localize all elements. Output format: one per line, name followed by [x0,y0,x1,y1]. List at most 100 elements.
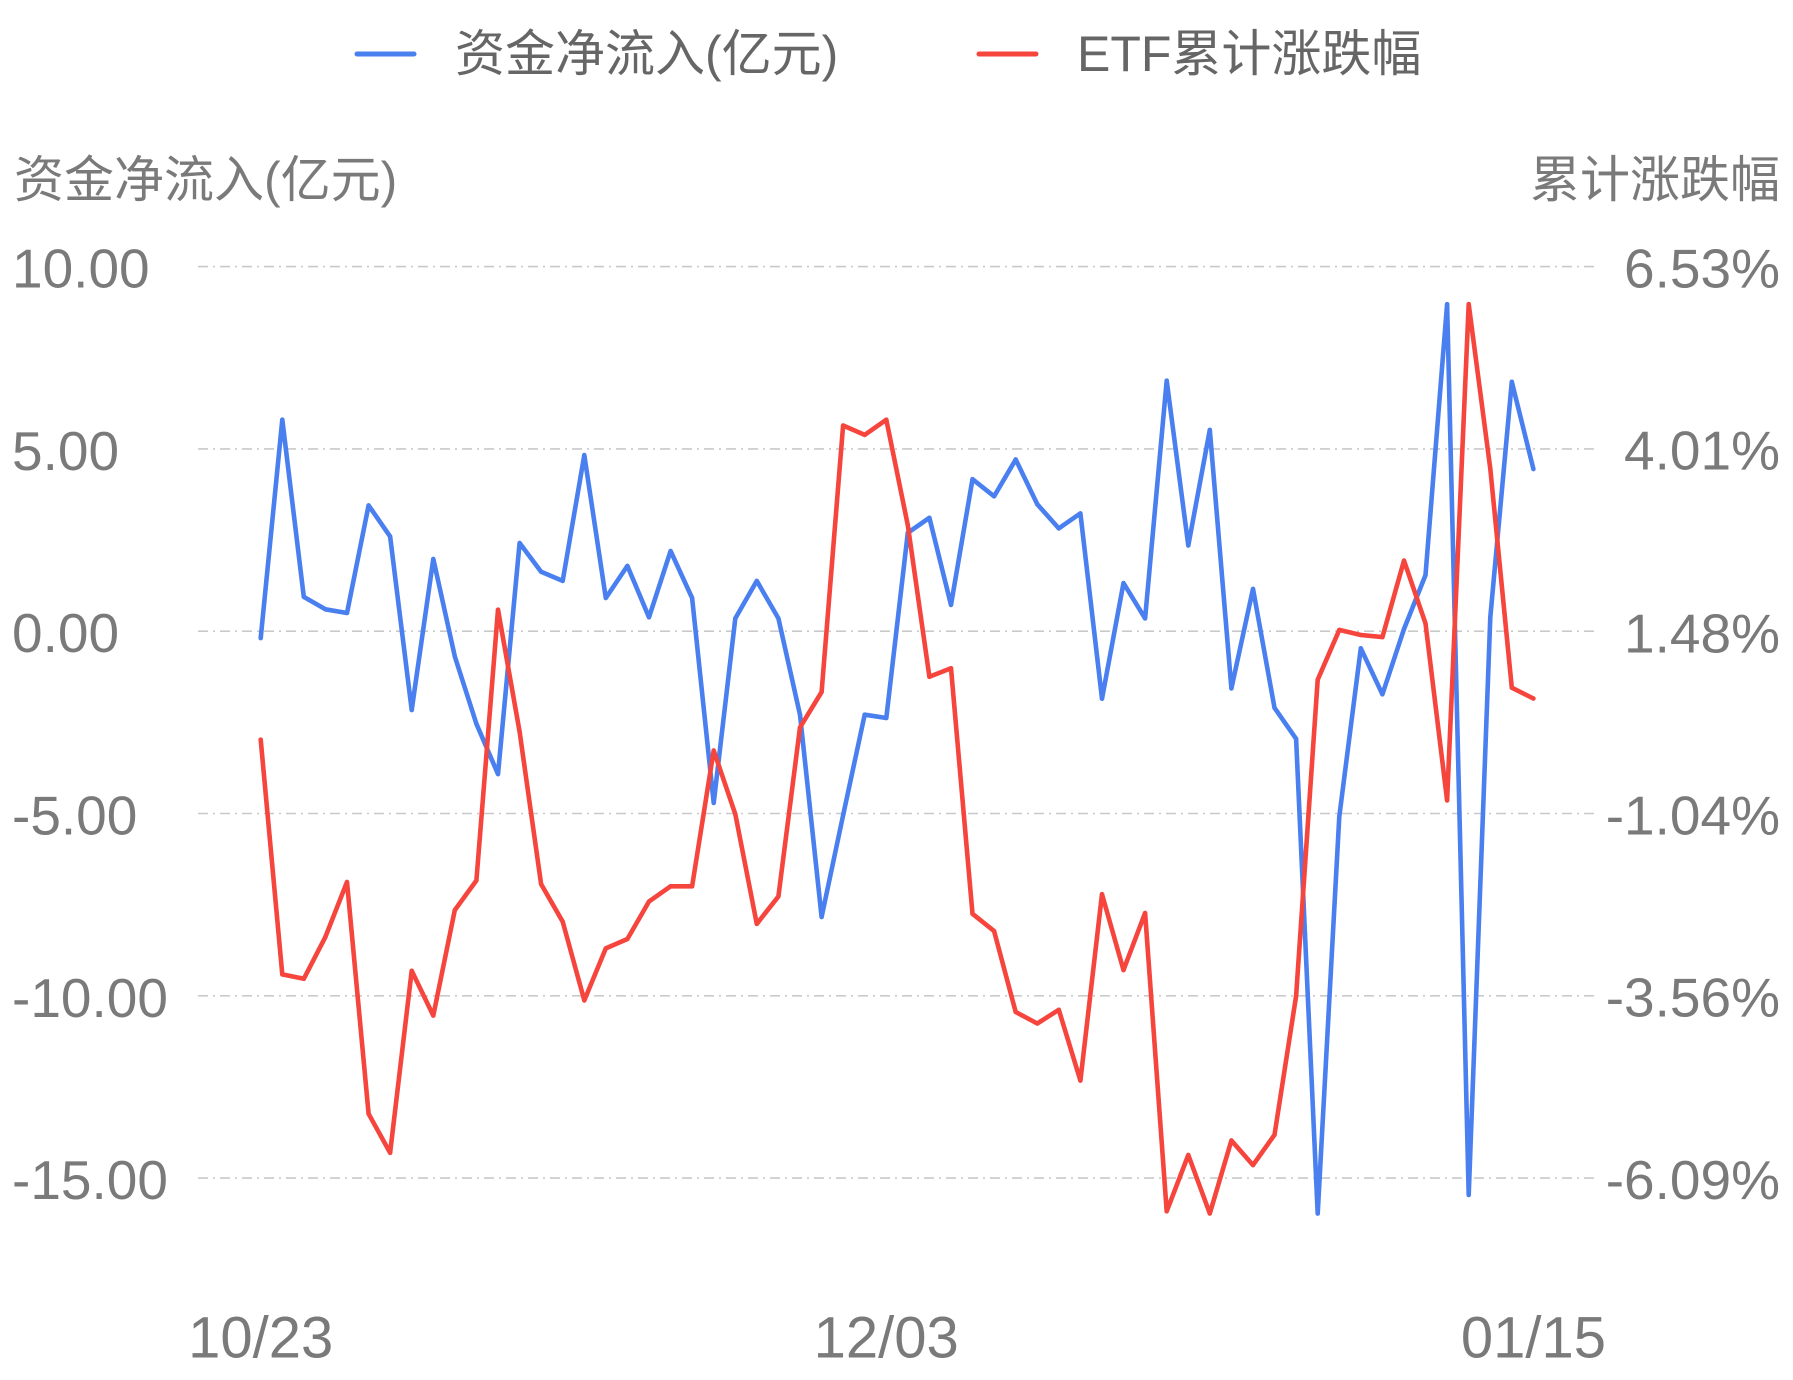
y-right-tick-label: 4.01% [1624,420,1780,482]
data-point-net-inflow [1358,646,1364,651]
y-right-tick-label: -1.04% [1606,784,1780,846]
data-point-etf-change [517,729,522,734]
data-point-etf-change [1164,1209,1169,1214]
data-point-net-inflow [927,515,932,520]
data-point-net-inflow [1293,736,1299,741]
data-point-etf-change [1099,892,1105,897]
data-point-net-inflow [754,578,759,584]
data-point-net-inflow [1186,543,1191,548]
data-point-etf-change [668,884,673,889]
data-point-net-inflow [668,548,673,554]
data-point-net-inflow [1164,378,1169,383]
data-point-etf-change [840,423,846,428]
series-net-inflow [258,301,1536,1216]
data-point-net-inflow [495,771,501,777]
data-point-net-inflow [1078,511,1083,516]
data-point-etf-change [819,689,824,695]
data-point-net-inflow [840,813,846,818]
data-point-etf-change [1229,1138,1234,1143]
y-axis-left-ticks: 10.00 5.00 0.00 -5.00 -10.00 -15.00 [12,238,168,1211]
data-point-etf-change [1337,627,1342,633]
data-point-net-inflow [970,477,975,482]
data-point-net-inflow [1380,692,1385,697]
data-point-net-inflow [517,540,522,546]
data-point-net-inflow [1272,705,1277,710]
data-point-net-inflow [991,494,997,499]
legend-item-net-inflow: 资金净流入(亿元) [354,26,838,82]
data-point-net-inflow [1207,427,1213,433]
series-etf-change [258,301,1536,1216]
data-point-net-inflow [819,914,824,920]
y-left-tick-label: -5.00 [12,785,137,847]
data-point-etf-change [1488,466,1493,471]
data-point-etf-change [582,998,587,1003]
data-point-etf-change [366,1111,371,1117]
data-point-net-inflow [323,607,328,612]
data-point-net-inflow [387,534,393,539]
data-point-net-inflow [1531,466,1536,472]
series-line-net-inflow [258,301,1536,1216]
data-point-etf-change [689,884,695,889]
legend-label-etf-change: ETF累计涨跌幅 [1077,26,1421,82]
x-axis-ticks: 10/23 12/03 01/15 [188,1306,1606,1371]
data-point-etf-change [1142,910,1148,916]
data-point-net-inflow [1250,586,1256,592]
data-point-net-inflow [1035,502,1040,507]
data-point-etf-change [1466,302,1471,307]
data-point-net-inflow [1509,379,1515,384]
data-point-net-inflow [884,715,889,721]
data-point-net-inflow [344,610,350,616]
data-point-etf-change [970,911,975,916]
x-tick-label: 01/15 [1461,1306,1606,1371]
x-tick-label: 12/03 [814,1306,959,1371]
data-point-net-inflow [560,578,565,584]
data-point-etf-change [1293,993,1299,999]
data-point-etf-change [1401,558,1407,563]
data-point-etf-change [1423,621,1428,626]
data-point-net-inflow [1444,302,1450,307]
y-right-tick-label: -6.09% [1606,1149,1780,1211]
legend-item-etf-change: ETF累计涨跌幅 [976,26,1421,82]
data-point-etf-change [884,417,889,422]
y-left-tick-label: 10.00 [12,238,150,300]
data-point-etf-change [280,972,285,977]
data-point-net-inflow [603,595,608,601]
data-point-etf-change [1444,798,1450,803]
data-point-net-inflow [797,712,803,717]
data-point-net-inflow [1401,626,1407,632]
data-point-etf-change [927,674,932,679]
data-point-etf-change [387,1150,393,1156]
series-layer [258,301,1536,1216]
y-axis-right-title: 累计涨跌幅 [1530,152,1780,208]
data-point-etf-change [646,899,652,904]
y-left-tick-label: -10.00 [12,967,168,1029]
data-point-net-inflow [1121,580,1126,586]
data-point-etf-change [625,936,630,942]
data-point-etf-change [1250,1162,1256,1168]
data-point-net-inflow [646,615,652,620]
data-point-etf-change [1315,677,1320,682]
data-point-net-inflow [582,452,587,458]
grid [198,265,1595,1179]
data-point-etf-change [1013,1009,1018,1015]
legend: 资金净流入(亿元) ETF累计涨跌幅 [354,26,1421,82]
y-right-tick-label: -3.56% [1606,966,1780,1028]
y-axis-right-ticks: 6.53% 4.01% 1.48% -1.04% -3.56% -6.09% [1606,238,1780,1211]
data-point-etf-change [1186,1152,1191,1158]
data-point-etf-change [733,811,738,817]
data-point-net-inflow [538,569,544,574]
y-left-tick-label: -15.00 [12,1149,168,1211]
data-point-etf-change [560,919,565,924]
data-point-net-inflow [862,712,867,717]
data-point-etf-change [754,921,759,927]
data-point-etf-change [1531,696,1536,701]
data-point-net-inflow [409,707,414,713]
data-point-etf-change [474,878,479,883]
data-point-net-inflow [1488,615,1493,620]
data-point-etf-change [344,879,350,885]
data-point-net-inflow [1466,1192,1471,1198]
data-point-etf-change [1272,1132,1277,1138]
data-point-net-inflow [625,563,630,569]
data-point-net-inflow [948,602,954,608]
